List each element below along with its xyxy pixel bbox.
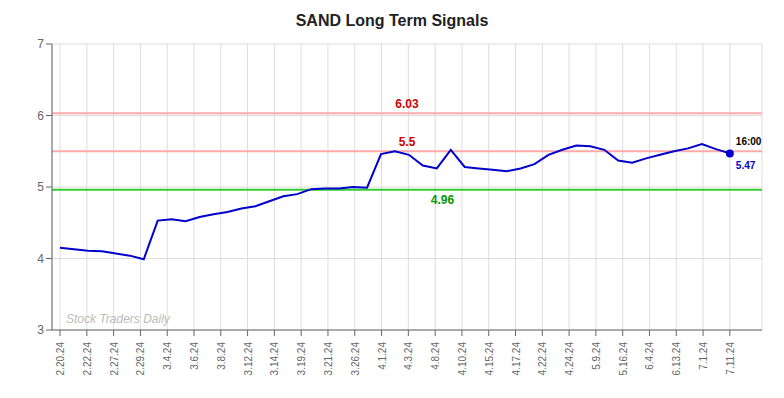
svg-text:7.11.24: 7.11.24 <box>725 342 736 375</box>
svg-text:6: 6 <box>37 109 44 123</box>
svg-text:3.4.24: 3.4.24 <box>162 342 173 370</box>
svg-text:4.96: 4.96 <box>431 193 455 207</box>
svg-text:3.8.24: 3.8.24 <box>216 342 227 370</box>
svg-text:4.8.24: 4.8.24 <box>430 342 441 370</box>
svg-text:5: 5 <box>37 180 44 194</box>
svg-text:3.21.24: 3.21.24 <box>323 342 334 376</box>
svg-text:7: 7 <box>37 37 44 51</box>
svg-text:6.4.24: 6.4.24 <box>644 342 655 370</box>
svg-text:3.12.24: 3.12.24 <box>243 342 254 376</box>
svg-text:6.03: 6.03 <box>395 97 419 111</box>
svg-text:4.15.24: 4.15.24 <box>484 342 495 376</box>
svg-text:4.24.24: 4.24.24 <box>564 342 575 376</box>
svg-text:3.14.24: 3.14.24 <box>269 342 280 376</box>
svg-text:4.17.24: 4.17.24 <box>511 342 522 376</box>
svg-text:4.3.24: 4.3.24 <box>403 342 414 370</box>
svg-text:5.16.24: 5.16.24 <box>618 342 629 376</box>
svg-text:2.22.24: 2.22.24 <box>82 342 93 376</box>
html-text:SAND Long Term Signals: SAND Long Term Signals <box>295 12 489 29</box>
svg-text:4.1.24: 4.1.24 <box>377 342 388 370</box>
svg-text:3: 3 <box>37 323 44 337</box>
svg-text:3.19.24: 3.19.24 <box>296 342 307 376</box>
svg-text:3.26.24: 3.26.24 <box>350 342 361 376</box>
svg-text:4.10.24: 4.10.24 <box>457 342 468 376</box>
html-text:Stock Traders Daily: Stock Traders Daily <box>66 312 170 326</box>
svg-text:4: 4 <box>37 252 44 266</box>
svg-text:16:00: 16:00 <box>736 136 762 147</box>
svg-text:2.27.24: 2.27.24 <box>109 342 120 376</box>
svg-text:5.5: 5.5 <box>399 135 416 149</box>
svg-text:3.6.24: 3.6.24 <box>189 342 200 370</box>
svg-text:5.47: 5.47 <box>736 160 756 171</box>
svg-text:6.13.24: 6.13.24 <box>671 342 682 376</box>
svg-text:7.1.24: 7.1.24 <box>698 342 709 370</box>
svg-text:2.29.24: 2.29.24 <box>135 342 146 376</box>
svg-text:5.9.24: 5.9.24 <box>591 342 602 370</box>
svg-text:4.22.24: 4.22.24 <box>537 342 548 376</box>
svg-text:2.20.24: 2.20.24 <box>55 342 66 376</box>
